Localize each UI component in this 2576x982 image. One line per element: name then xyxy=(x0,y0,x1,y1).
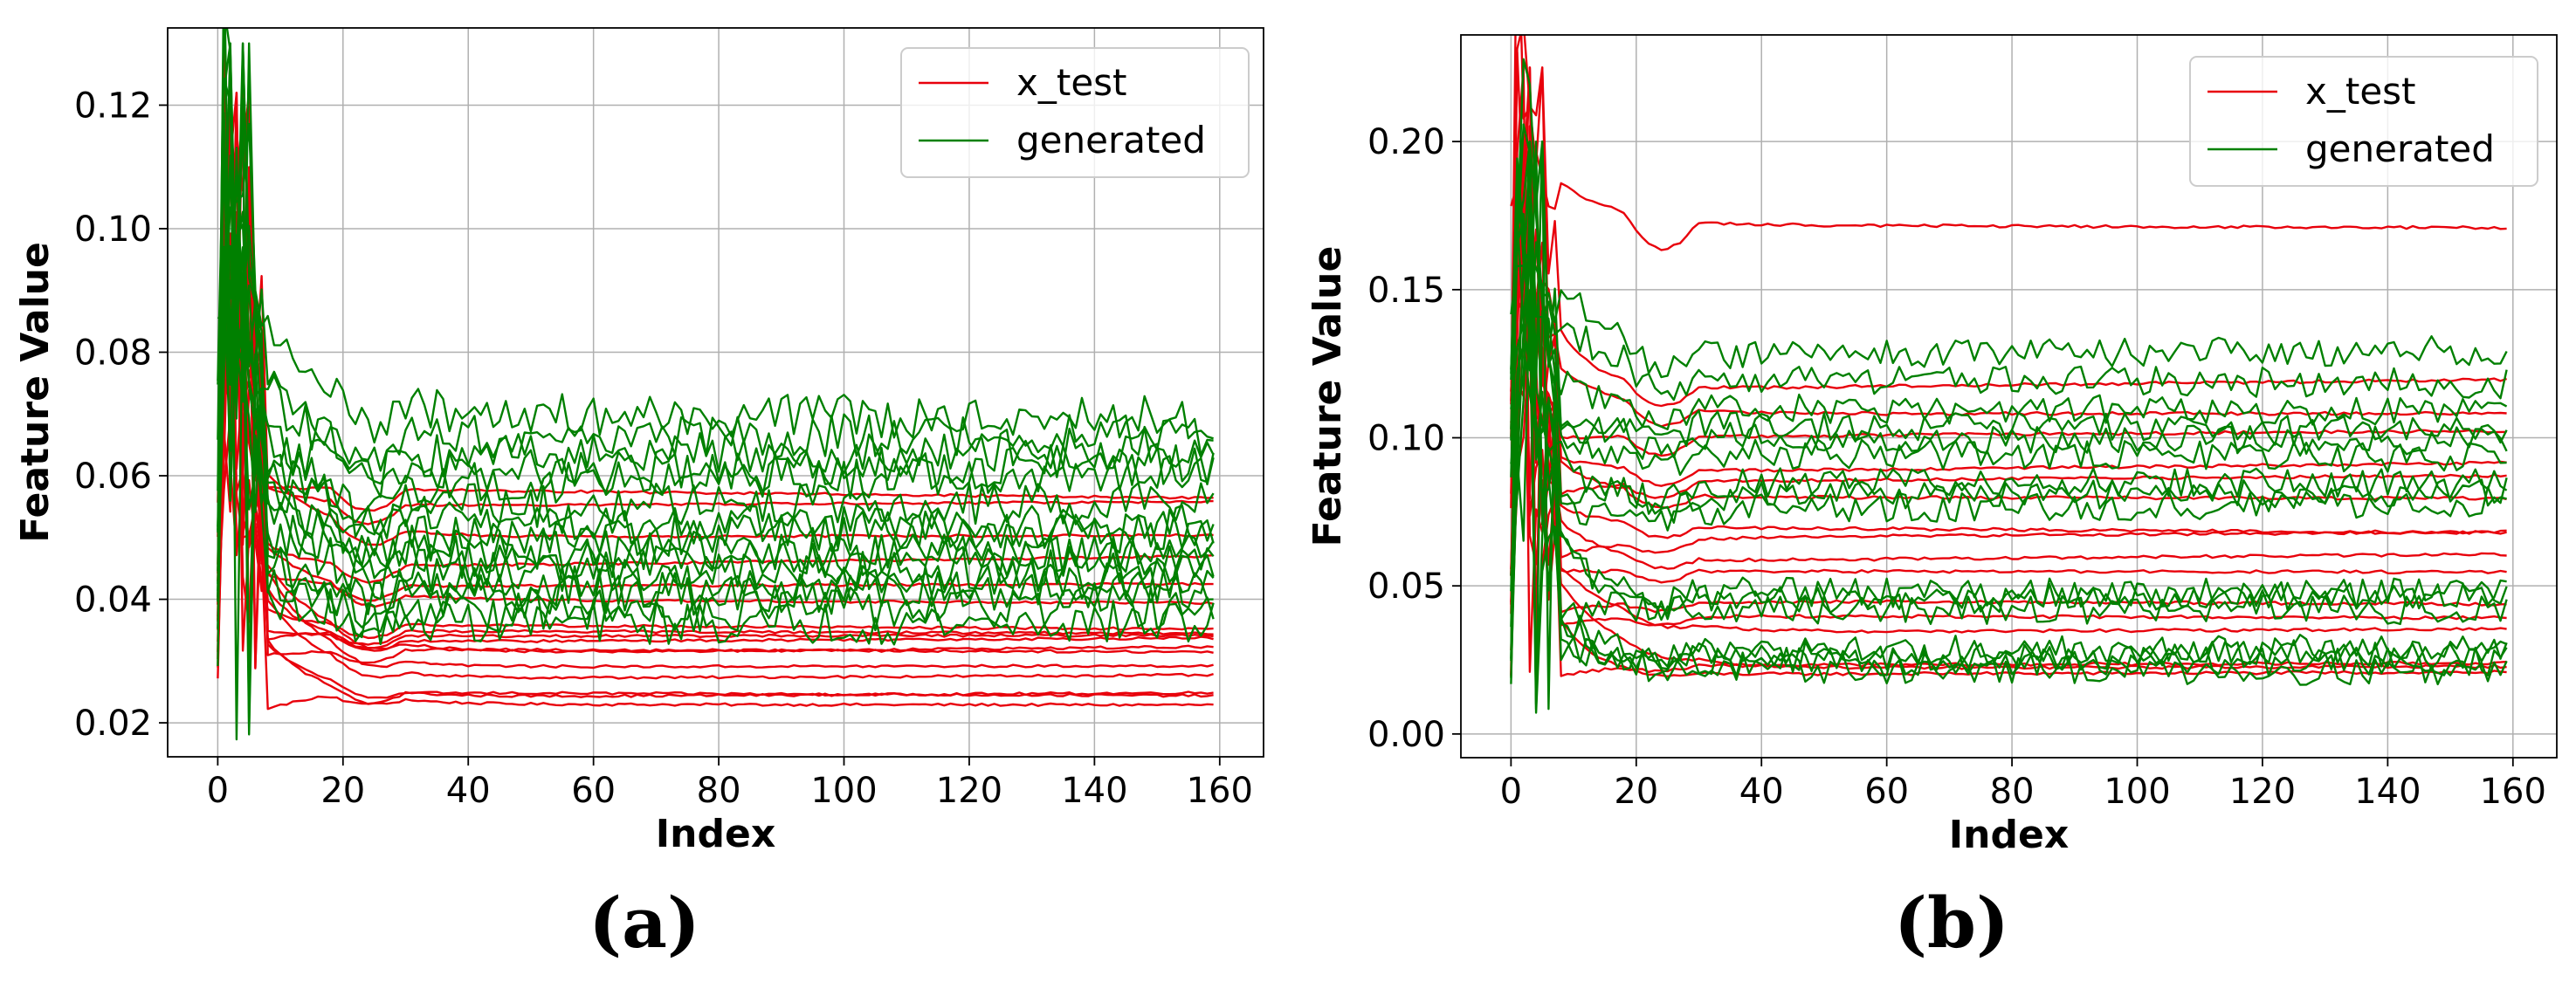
x_test-series-line xyxy=(1510,66,2507,634)
x_test-series-line xyxy=(217,47,1214,699)
x-tick-label: 140 xyxy=(1061,771,1127,811)
y-tick-label: 0.02 xyxy=(74,704,152,744)
generated-series-line xyxy=(1510,241,2508,460)
generated-series-line xyxy=(1510,196,2508,711)
generated-series-line xyxy=(1510,157,2507,477)
legend-label: x_test xyxy=(2305,70,2416,113)
x_test-series-line xyxy=(1510,66,2507,584)
x-tick-label: 40 xyxy=(1739,772,1784,812)
x_test-series-line xyxy=(1510,51,2507,668)
y-tick-label: 0.06 xyxy=(74,457,152,497)
x_test-series-line xyxy=(217,92,1214,680)
x-tick-label: 120 xyxy=(2229,772,2296,812)
generated-series-line xyxy=(1510,141,2508,379)
x_test-series-line xyxy=(217,92,1214,664)
generated-series-line xyxy=(217,126,1215,736)
y-tick-label: 0.08 xyxy=(74,333,152,374)
grid xyxy=(168,28,1264,757)
panel-b: 0 20 40 60 80 100 120 140 160 0.00 0.05 0.10 0.15 0.2… xyxy=(1305,34,2558,964)
x_test-series-line xyxy=(217,193,1214,546)
generated-series-line xyxy=(217,77,1214,708)
generated-series-line xyxy=(217,147,1215,601)
x_test-series-line xyxy=(217,210,1214,654)
x-tick-label: 160 xyxy=(1187,771,1253,811)
generated-series-line xyxy=(217,111,1215,524)
x-tick-label: 80 xyxy=(697,771,741,811)
x-tick-label: 0 xyxy=(1500,772,1522,812)
y-tick-label: 0.12 xyxy=(74,86,152,126)
x-tick-label: 80 xyxy=(1990,772,2035,812)
series-lines xyxy=(217,28,1215,741)
x-tick-label: 100 xyxy=(2104,772,2170,812)
x_test-series-line xyxy=(217,232,1214,652)
x_test-series-line xyxy=(217,252,1214,640)
generated-series-line xyxy=(217,122,1214,444)
y-axis-label: Feature Value xyxy=(13,242,58,543)
x_test-series-line xyxy=(217,180,1214,649)
x-tick-label: 140 xyxy=(2354,772,2421,812)
x_test-series-line xyxy=(1510,212,2507,509)
x-tick-label: 40 xyxy=(446,771,491,811)
generated-series-line xyxy=(217,42,1215,646)
legend: x_test generated xyxy=(2189,56,2538,187)
generated-series-line xyxy=(1510,172,2508,402)
panel-caption: (b) xyxy=(1894,882,2009,964)
generated-series-line xyxy=(1510,342,2508,626)
x-tick-label: 60 xyxy=(571,771,616,811)
x_test-series-line xyxy=(1510,168,2507,627)
legend-box xyxy=(2189,56,2538,187)
series-lines xyxy=(1510,35,2508,714)
generated-series-line xyxy=(217,42,1215,580)
plot-frame xyxy=(167,27,1264,758)
panel-a: 0 20 40 60 80 100 120 140 160 0.02 0.04 0.06 0.08 0.1… xyxy=(13,27,1264,964)
generated-series-line xyxy=(217,28,1215,498)
y-tick-label: 0.10 xyxy=(1367,419,1445,459)
y-tick-label: 0.10 xyxy=(74,209,152,250)
generated-series-line xyxy=(1510,58,2508,448)
generated-series-line xyxy=(1510,216,2508,705)
x_test-series-line xyxy=(1510,134,2507,251)
generated-series-line xyxy=(1510,123,2508,711)
y-tick-label: 0.05 xyxy=(1367,567,1445,607)
x-axis-label: Index xyxy=(1949,813,2069,857)
panel-caption: (a) xyxy=(589,882,700,964)
legend-label: generated xyxy=(1016,119,1206,161)
x-axis-label: Index xyxy=(656,812,775,856)
y-tick-label: 0.20 xyxy=(1367,122,1445,162)
generated-series-line xyxy=(217,279,1215,628)
x_test-series-line xyxy=(1510,35,2507,437)
legend-label: x_test xyxy=(1016,61,1127,104)
generated-series-line xyxy=(1510,141,2508,670)
x-tick-label: 160 xyxy=(2480,772,2546,812)
x_test-series-line xyxy=(217,92,1214,707)
generated-series-line xyxy=(1510,141,2507,628)
x_test-series-line xyxy=(217,149,1214,670)
x-tick-label: 100 xyxy=(810,771,877,811)
x_test-series-line xyxy=(1510,228,2507,569)
generated-series-line xyxy=(1510,328,2508,672)
x_test-series-line xyxy=(1510,35,2507,487)
legend-label: generated xyxy=(2305,127,2495,170)
x-tick-label: 20 xyxy=(1614,772,1658,812)
plot-frame xyxy=(1460,34,2558,759)
generated-series-line xyxy=(217,42,1215,741)
x-tick-label: 120 xyxy=(936,771,1002,811)
x-tick-label: 60 xyxy=(1864,772,1909,812)
legend-box xyxy=(900,47,1250,178)
x_test-series-line xyxy=(217,258,1214,538)
x-tick-label: 20 xyxy=(320,771,365,811)
y-tick-label: 0.15 xyxy=(1367,271,1445,311)
y-tick-label: 0.00 xyxy=(1367,715,1445,755)
y-tick-label: 0.04 xyxy=(74,580,152,621)
legend: x_test generated xyxy=(900,47,1250,178)
x_test-series-line xyxy=(1510,138,2507,575)
x-tick-label: 0 xyxy=(207,771,229,811)
y-axis-label: Feature Value xyxy=(1305,246,1350,547)
x_test-series-line xyxy=(217,271,1214,711)
